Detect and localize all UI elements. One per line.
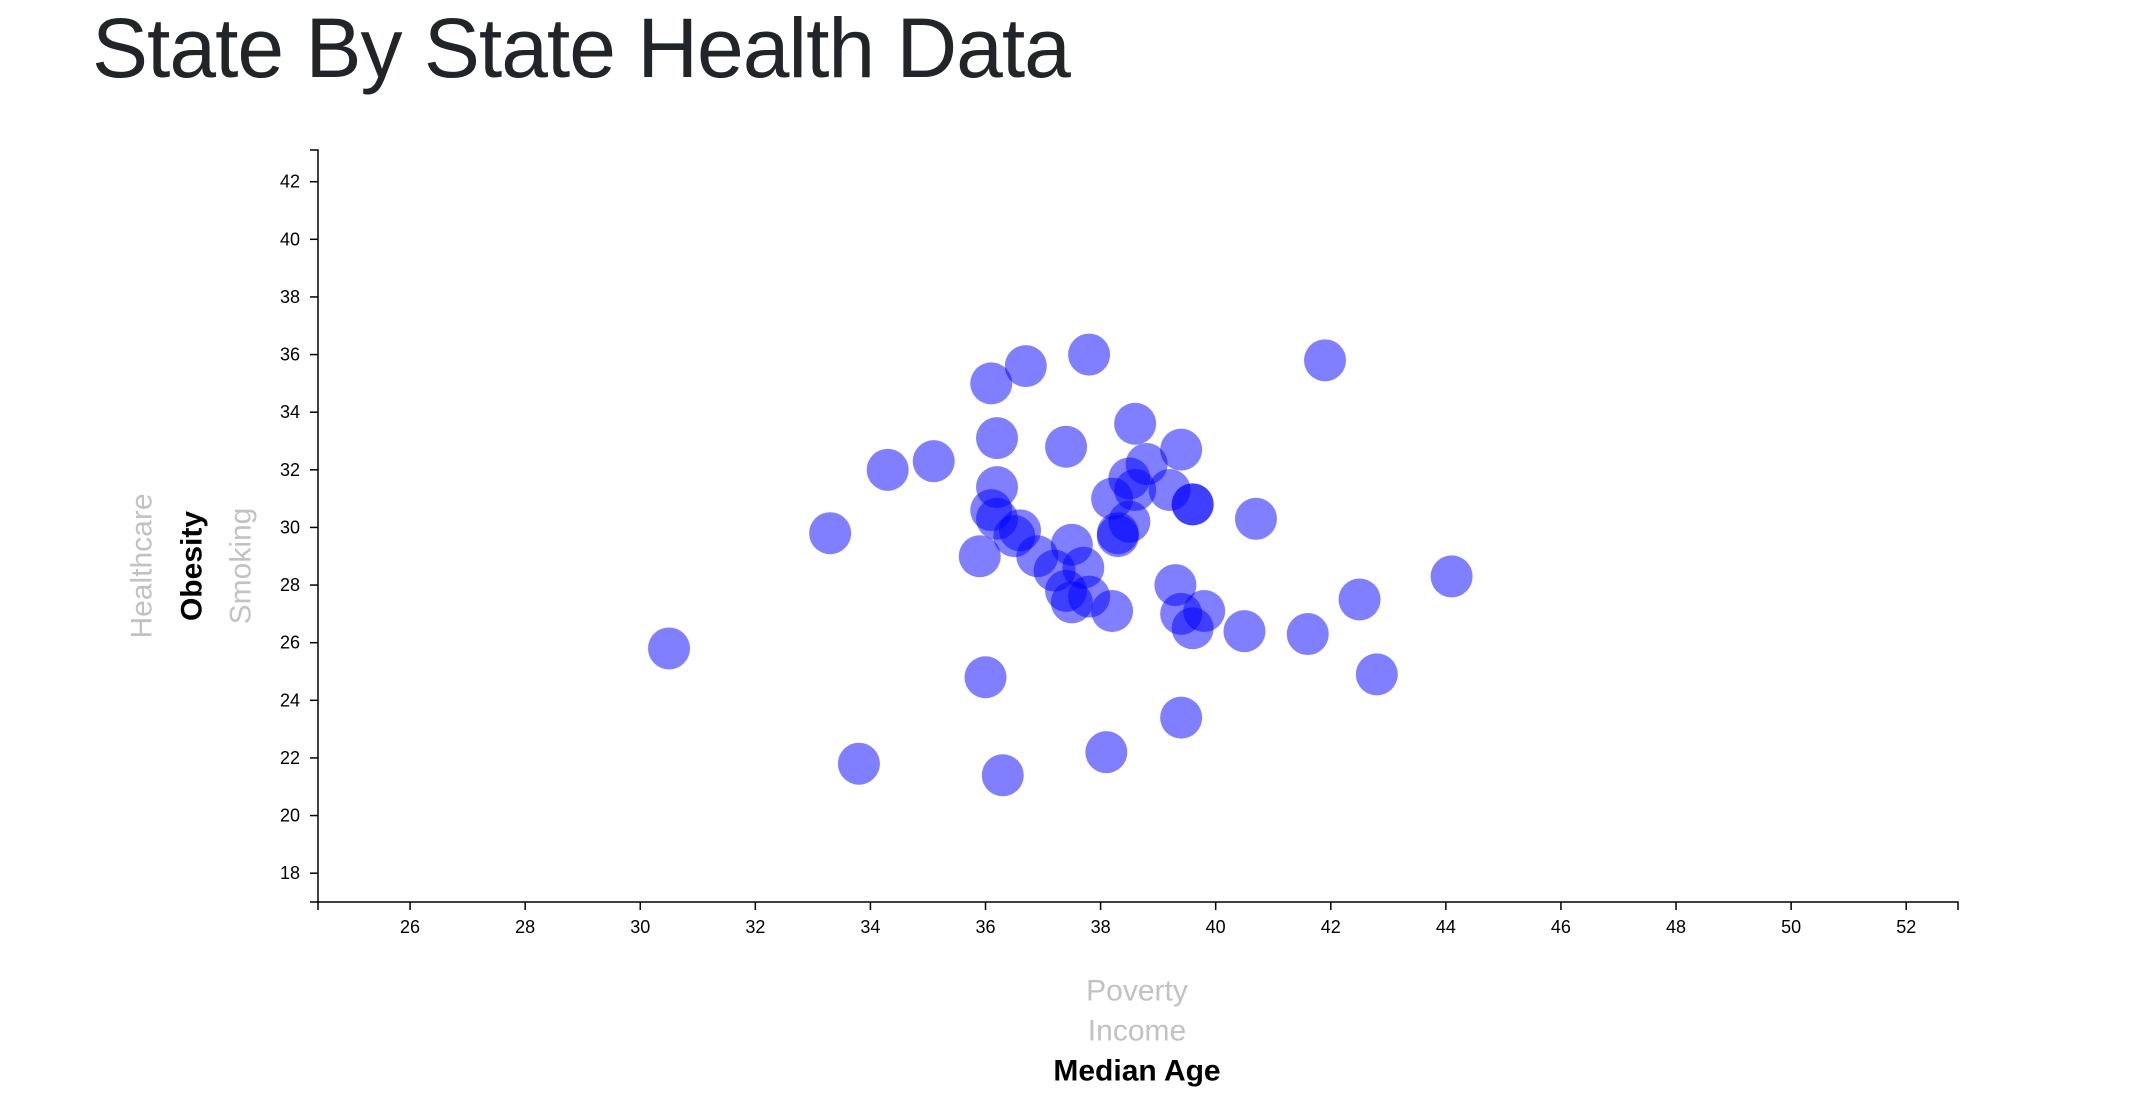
state-point[interactable] xyxy=(1068,333,1111,376)
points-layer xyxy=(648,333,1473,797)
state-point[interactable] xyxy=(1171,483,1214,526)
state-point[interactable] xyxy=(976,417,1019,460)
x-tick-label: 44 xyxy=(1436,917,1456,937)
x-tick-label: 50 xyxy=(1781,917,1801,937)
x-tick-label: 30 xyxy=(630,917,650,937)
state-point[interactable] xyxy=(912,440,955,483)
state-point[interactable] xyxy=(1430,555,1473,598)
x-axis: 26 28 30 32 34 36 38 40 42 44 46 48 50 52 xyxy=(317,901,1959,937)
state-point[interactable] xyxy=(976,466,1019,509)
state-point[interactable] xyxy=(837,742,880,785)
y-axis-line xyxy=(310,149,319,903)
state-point[interactable] xyxy=(1234,497,1277,540)
x-tick-label: 52 xyxy=(1896,917,1916,937)
state-point[interactable] xyxy=(1091,589,1134,632)
y-label-smoking[interactable]: Smoking xyxy=(225,508,258,625)
y-tick-label: 42 xyxy=(280,172,300,192)
page-title: State By State Health Data xyxy=(92,1,1071,95)
state-point[interactable] xyxy=(866,448,909,491)
state-point[interactable] xyxy=(1223,610,1266,653)
y-tick-label: 30 xyxy=(280,517,300,537)
x-tick-label: 36 xyxy=(975,917,995,937)
state-point[interactable] xyxy=(1045,425,1088,468)
x-label-median-age[interactable]: Median Age xyxy=(1053,1055,1220,1088)
y-tick-label: 26 xyxy=(280,633,300,653)
state-point[interactable] xyxy=(1108,500,1151,543)
state-point[interactable] xyxy=(1338,578,1381,621)
x-tick-label: 42 xyxy=(1321,917,1341,937)
y-tick-label: 18 xyxy=(280,863,300,883)
x-axis-line xyxy=(317,901,1959,910)
y-label-obesity[interactable]: Obesity xyxy=(176,511,209,621)
state-point[interactable] xyxy=(1004,345,1047,388)
y-tick-label: 40 xyxy=(280,229,300,249)
state-point[interactable] xyxy=(964,656,1007,699)
y-tick-label: 36 xyxy=(280,345,300,365)
state-point[interactable] xyxy=(1355,653,1398,696)
x-label-income[interactable]: Income xyxy=(1088,1015,1186,1048)
state-point[interactable] xyxy=(958,535,1001,578)
state-point[interactable] xyxy=(809,512,852,555)
x-tick-label: 48 xyxy=(1666,917,1686,937)
y-tick-label: 34 xyxy=(280,402,300,422)
x-axis-labels: Poverty Income Median Age xyxy=(1053,975,1220,1088)
x-tick-label: 46 xyxy=(1551,917,1571,937)
x-label-poverty[interactable]: Poverty xyxy=(1086,975,1188,1008)
y-label-healthcare[interactable]: Healthcare xyxy=(126,493,159,638)
y-tick-label: 28 xyxy=(280,575,300,595)
state-point[interactable] xyxy=(1160,428,1203,471)
x-tick-label: 38 xyxy=(1091,917,1111,937)
state-point[interactable] xyxy=(1114,402,1157,445)
y-tick-label: 22 xyxy=(280,748,300,768)
state-point[interactable] xyxy=(1160,696,1203,739)
state-point[interactable] xyxy=(1304,339,1347,382)
y-tick-label: 24 xyxy=(280,690,300,710)
y-tick-label: 32 xyxy=(280,460,300,480)
y-axis-labels: Healthcare Obesity Smoking xyxy=(126,493,258,638)
y-tick-label: 20 xyxy=(280,806,300,826)
state-point[interactable] xyxy=(1085,731,1128,774)
x-tick-label: 34 xyxy=(860,917,880,937)
state-point[interactable] xyxy=(1183,589,1226,632)
y-tick-label: 38 xyxy=(280,287,300,307)
state-point[interactable] xyxy=(981,754,1024,797)
state-point[interactable] xyxy=(1286,613,1329,656)
x-tick-label: 26 xyxy=(400,917,420,937)
x-tick-label: 32 xyxy=(745,917,765,937)
state-point[interactable] xyxy=(648,627,691,670)
x-tick-label: 40 xyxy=(1206,917,1226,937)
x-tick-label: 28 xyxy=(515,917,535,937)
y-axis: 18 20 22 24 26 28 30 32 34 36 38 40 42 xyxy=(280,149,319,903)
state-point[interactable] xyxy=(970,362,1013,405)
